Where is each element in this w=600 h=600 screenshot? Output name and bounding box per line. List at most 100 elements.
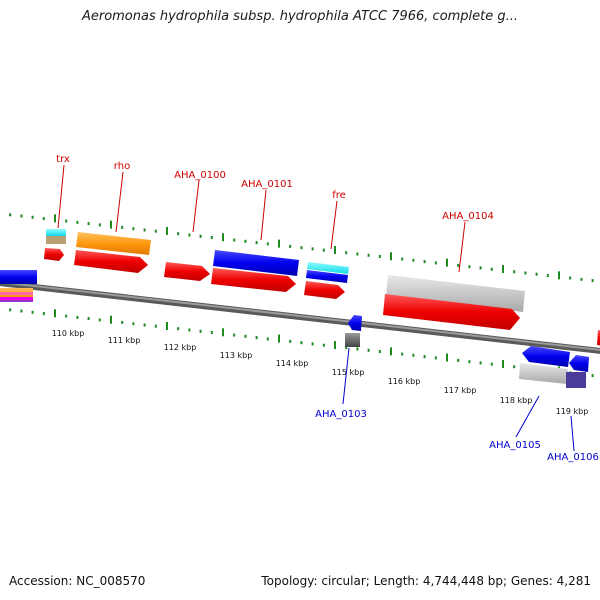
label-rho: rho [114, 161, 130, 172]
tick-mark-minor [87, 222, 90, 226]
tick-mark-major [278, 239, 280, 248]
tick-mark-minor [31, 310, 34, 314]
gene-rho-orange [76, 232, 151, 255]
tick-mark-major [54, 309, 56, 318]
tick-label-118: 118 kbp [500, 396, 533, 405]
tick-mark-minor [311, 247, 314, 251]
tick-mark-major [166, 227, 168, 235]
label-aha0105: AHA_0105 [489, 440, 541, 451]
tick-dots-top [9, 213, 594, 283]
gene-aha0103-dark [345, 333, 360, 347]
tick-mark-minor [289, 339, 292, 343]
tick-mark-major [446, 258, 448, 267]
tick-mark-minor [9, 308, 12, 312]
tick-mark-major [446, 353, 448, 362]
tick-mark-minor [87, 317, 90, 321]
gene-labels: trx rho AHA_0100 AHA_0101 fre AHA_0104 A… [56, 154, 599, 463]
tick-mark-minor [121, 225, 124, 229]
tick-mark-minor [524, 271, 527, 275]
gene-trx-cyan [46, 229, 66, 236]
tick-label-110: 110 kbp [52, 329, 85, 338]
tick-label-112: 112 kbp [164, 343, 197, 352]
tick-mark-minor [20, 309, 23, 313]
label-leaders [57, 164, 575, 452]
tick-mark-minor [199, 329, 202, 333]
gene-aha0105-blue [522, 346, 570, 367]
tick-mark-minor [244, 334, 247, 338]
tick-mark-minor [300, 246, 303, 250]
forward-genes [0, 229, 600, 346]
tick-label-111: 111 kbp [108, 336, 141, 345]
tick-label-117: 117 kbp [444, 386, 477, 395]
tick-mark-minor [356, 347, 359, 351]
tick-mark-minor [65, 314, 68, 318]
tick-mark-major [110, 220, 112, 229]
tick-mark-minor [188, 328, 191, 332]
gene-aha0106-blue [569, 355, 589, 372]
tick-mark-minor [244, 239, 247, 243]
tick-mark-minor [199, 234, 202, 238]
tick-mark-minor [311, 342, 314, 346]
tick-mark-major [222, 233, 224, 242]
tick-mark-minor [132, 227, 135, 231]
gene-aha0104-red [383, 294, 520, 330]
tick-mark-minor [177, 327, 180, 331]
gene-aha0100 [164, 262, 210, 281]
label-trx: trx [56, 154, 70, 165]
gene-aha0105-gray [519, 363, 568, 384]
tick-mark-minor [154, 229, 157, 233]
tick-mark-major [502, 265, 504, 273]
tick-mark-minor [98, 318, 101, 322]
tick-label-113: 113 kbp [220, 351, 253, 360]
tick-mark-minor [412, 258, 415, 262]
tick-mark-major [558, 271, 560, 280]
tick-mark-minor [535, 272, 538, 276]
tick-mark-minor [65, 219, 68, 223]
tick-mark-minor [177, 232, 180, 236]
kbp-tick-labels: 110 kbp 111 kbp 112 kbp 113 kbp 114 kbp … [52, 329, 589, 416]
gene-fre-red [304, 281, 345, 299]
reverse-genes [345, 315, 589, 388]
tick-mark-major [390, 347, 392, 356]
tick-mark-minor [490, 362, 493, 366]
label-aha0103: AHA_0103 [315, 409, 367, 420]
tick-label-114: 114 kbp [276, 359, 309, 368]
tick-mark-minor [468, 360, 471, 364]
label-fre: fre [332, 190, 346, 201]
tick-mark-minor [401, 352, 404, 356]
tick-mark-major [334, 341, 336, 349]
tick-mark-minor [513, 365, 516, 369]
tick-mark-minor [513, 270, 516, 274]
tick-mark-minor [423, 260, 426, 264]
tick-mark-minor [322, 248, 325, 252]
tick-mark-minor [266, 337, 269, 341]
tick-mark-minor [591, 374, 594, 378]
tick-mark-minor [76, 220, 79, 224]
tick-mark-minor [121, 320, 124, 324]
gene-fre-blue [306, 270, 348, 283]
gene-trx-tan [46, 236, 66, 244]
tick-mark-minor [98, 223, 101, 227]
tick-mark-major [502, 360, 504, 368]
tick-mark-minor [210, 236, 213, 239]
tick-mark-minor [143, 323, 146, 327]
tick-mark-minor [266, 242, 269, 246]
tick-mark-minor [233, 333, 236, 337]
gene-blue-left [0, 270, 37, 284]
tick-mark-minor [546, 274, 549, 277]
tick-mark-minor [378, 255, 381, 258]
gene-rho-red [74, 250, 148, 273]
tick-mark-minor [233, 238, 236, 242]
tick-mark-minor [423, 355, 426, 359]
accession-label: Accession: NC_008570 [9, 574, 146, 588]
tick-mark-major [278, 334, 280, 343]
gene-red-right [597, 330, 600, 346]
gene-aha0101-red [211, 268, 296, 292]
tick-mark-minor [255, 241, 258, 245]
tick-mark-minor [289, 244, 292, 248]
tick-mark-minor [300, 341, 303, 345]
tick-mark-minor [378, 350, 381, 353]
tick-mark-minor [31, 215, 34, 219]
